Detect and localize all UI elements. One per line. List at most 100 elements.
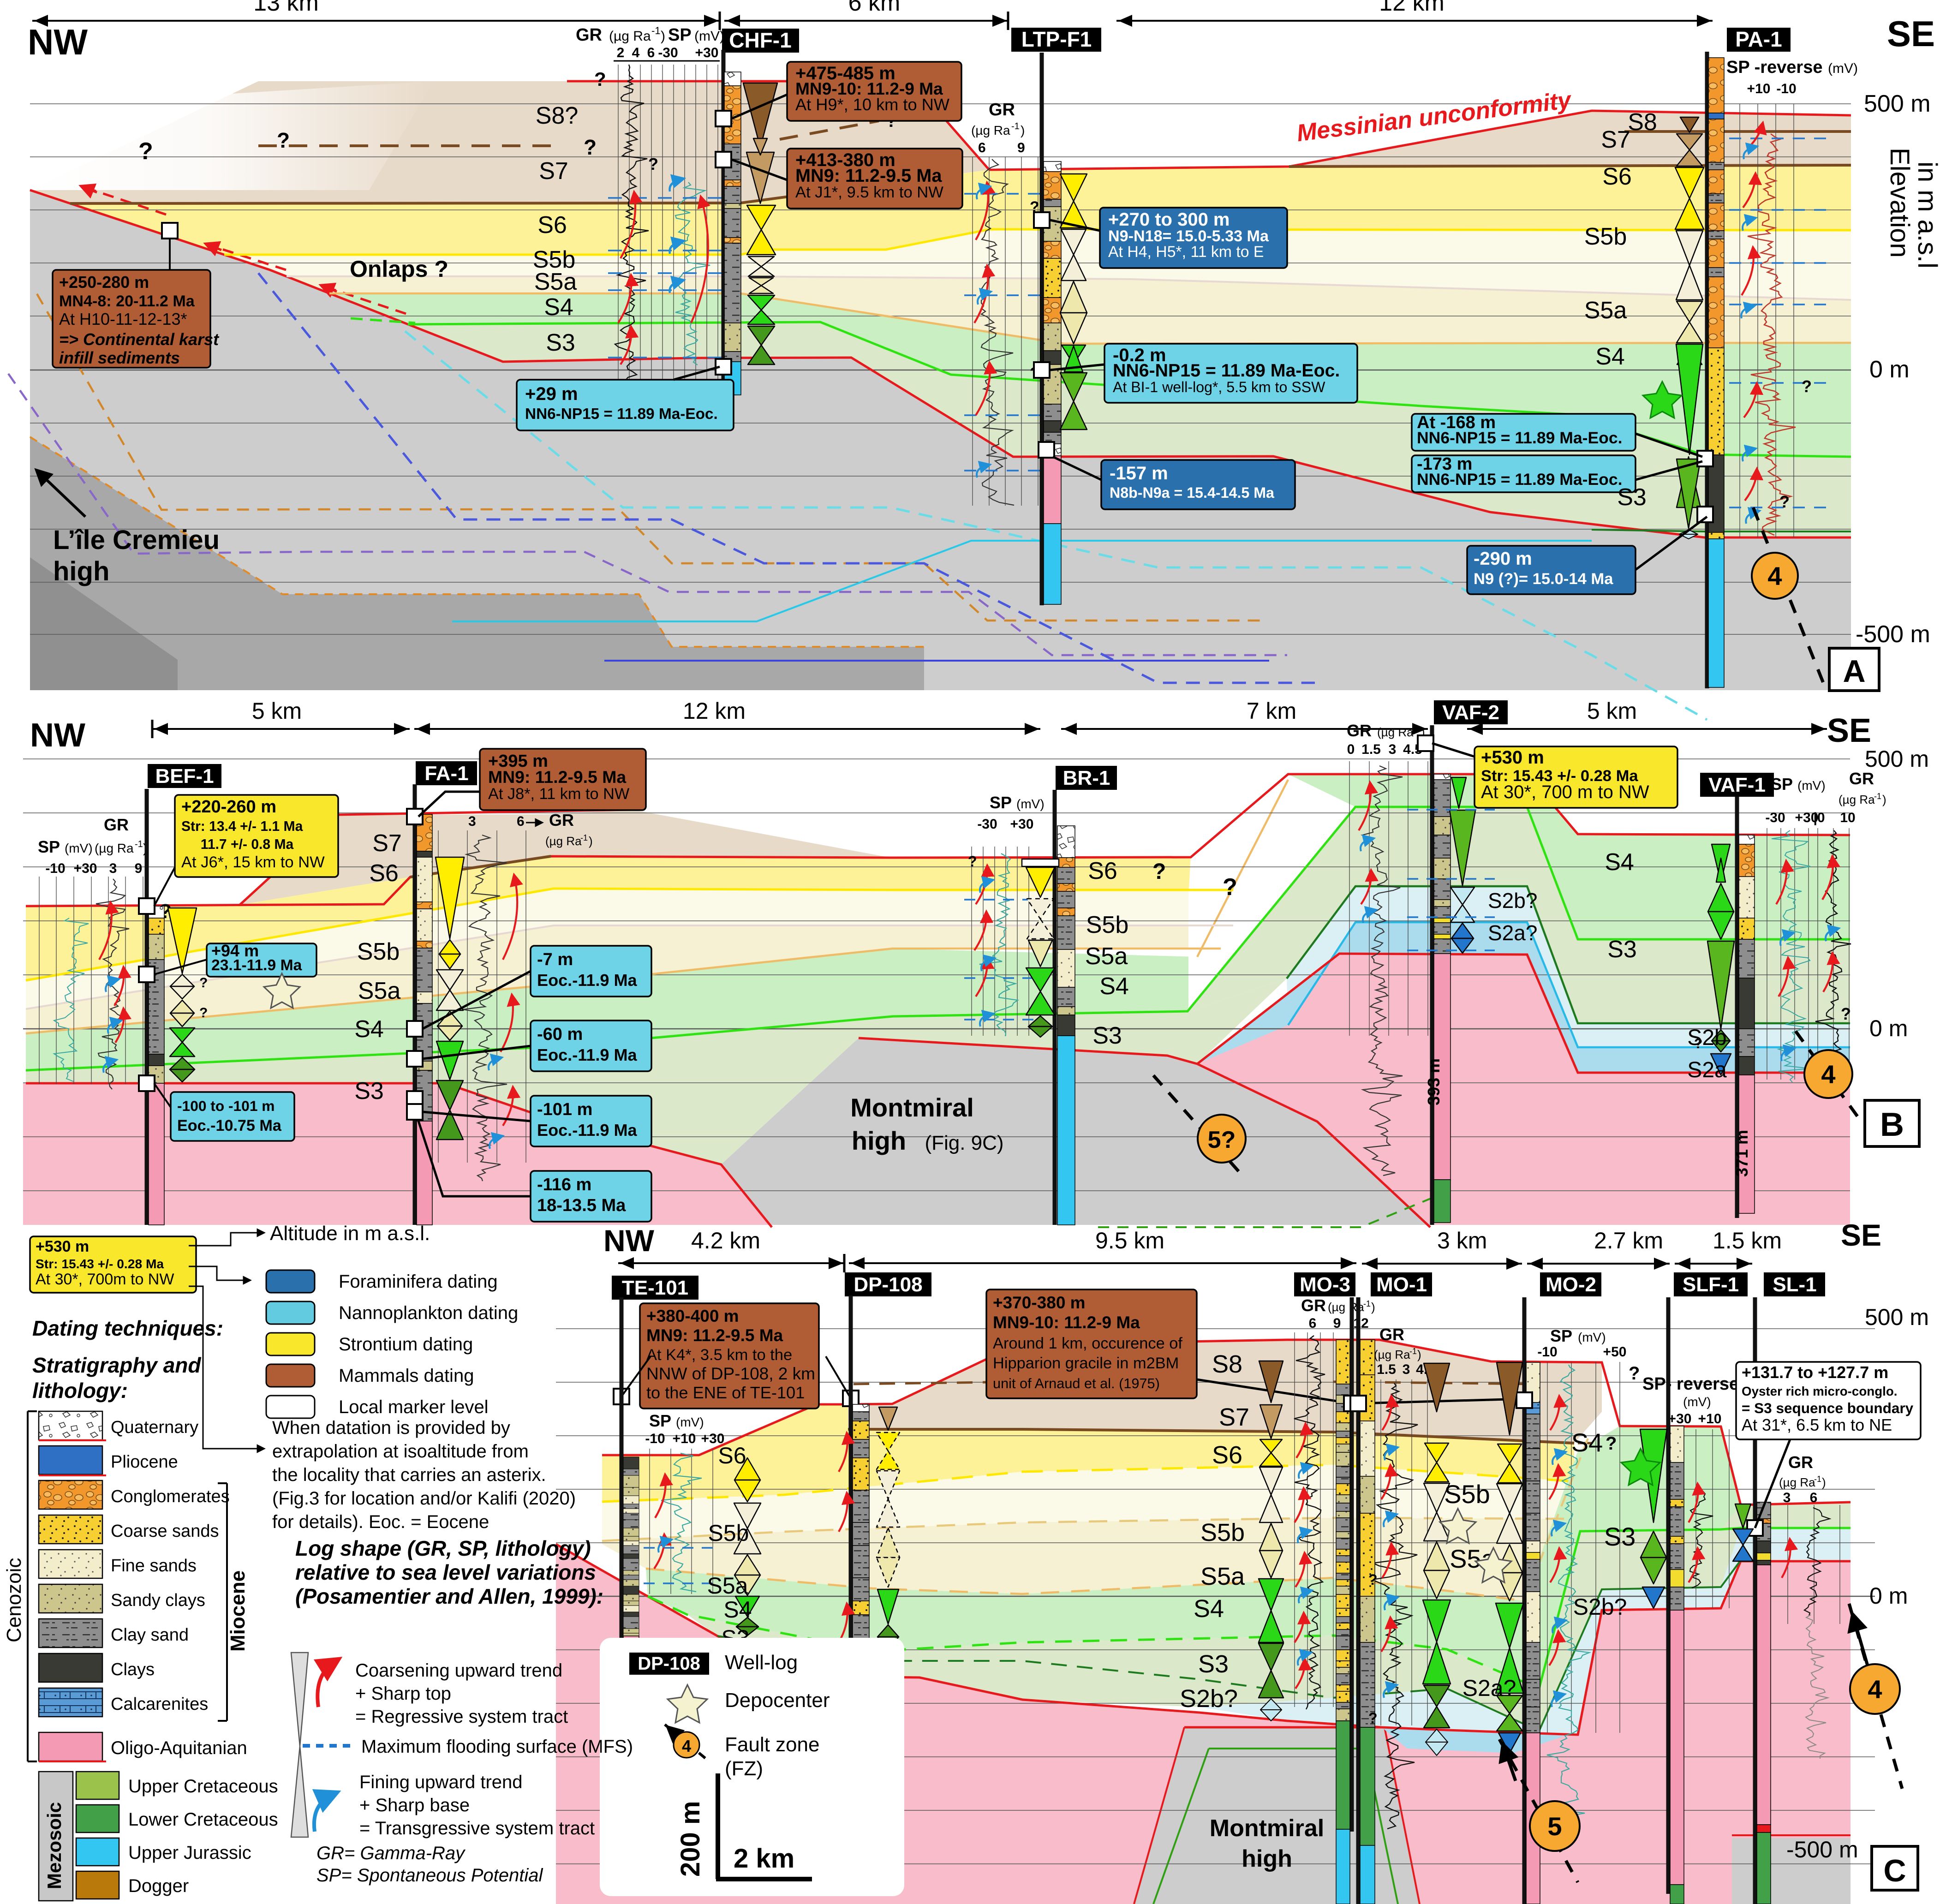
svg-text:Conglomerates: Conglomerates xyxy=(111,1487,230,1506)
svg-text:): ) xyxy=(589,834,593,848)
svg-text:S4: S4 xyxy=(1571,1428,1603,1457)
svg-text:S8: S8 xyxy=(1628,109,1657,136)
svg-text:= S3 sequence boundary: = S3 sequence boundary xyxy=(1742,1400,1914,1416)
svg-text:Well-log: Well-log xyxy=(725,1651,798,1674)
svg-text:S5b: S5b xyxy=(1444,1480,1490,1509)
svg-text:0 m: 0 m xyxy=(1869,1583,1908,1609)
svg-text:S4: S4 xyxy=(1595,343,1625,370)
svg-text:Altitude in m a.s.l.: Altitude in m a.s.l. xyxy=(270,1222,430,1245)
svg-text:S8?: S8? xyxy=(536,102,579,129)
svg-text:Dogger: Dogger xyxy=(128,1876,189,1896)
svg-text:2 km: 2 km xyxy=(734,1844,794,1874)
svg-text:B: B xyxy=(1880,1106,1904,1143)
svg-text:in m a.s.l: in m a.s.l xyxy=(1912,161,1940,269)
svg-text:MO-2: MO-2 xyxy=(1546,1273,1596,1296)
svg-text:= Regressive system tract: = Regressive system tract xyxy=(355,1707,568,1727)
svg-text:GR: GR xyxy=(1849,769,1874,788)
svg-text:At J6*, 15 km to NW: At J6*, 15 km to NW xyxy=(181,854,325,871)
svg-text:200 m: 200 m xyxy=(675,1801,705,1877)
svg-text:(mV): (mV) xyxy=(1578,1330,1606,1344)
svg-text:(mV): (mV) xyxy=(65,841,93,855)
svg-text:3: 3 xyxy=(1389,742,1397,757)
svg-text:high: high xyxy=(852,1126,906,1155)
svg-text:): ) xyxy=(1822,1475,1826,1489)
svg-text:Fault zone: Fault zone xyxy=(725,1733,819,1756)
svg-text:SP: SP xyxy=(38,837,60,856)
svg-text:NW: NW xyxy=(603,1224,655,1258)
svg-text:When datation is provided by: When datation is provided by xyxy=(272,1418,510,1438)
svg-text:PA-1: PA-1 xyxy=(1735,27,1782,51)
svg-text:Stratigraphy and: Stratigraphy and xyxy=(32,1353,201,1377)
svg-text:(mV): (mV) xyxy=(694,29,724,44)
svg-text:12: 12 xyxy=(1353,1316,1368,1331)
svg-text:(µg Ra: (µg Ra xyxy=(1839,793,1875,806)
svg-text:(FZ): (FZ) xyxy=(725,1757,763,1780)
svg-text:Fining upward trend: Fining upward trend xyxy=(359,1772,523,1792)
svg-text:-30: -30 xyxy=(658,45,678,60)
svg-text:393 m: 393 m xyxy=(1424,1058,1443,1105)
svg-text:At J1*, 9.5 km to NW: At J1*, 9.5 km to NW xyxy=(795,184,943,201)
svg-text:to the ENE of TE-101: to the ENE of TE-101 xyxy=(646,1383,805,1402)
svg-text:= Transgressive system tract: = Transgressive system tract xyxy=(359,1818,595,1838)
svg-text:N9 (?)= 15.0-14 Ma: N9 (?)= 15.0-14 Ma xyxy=(1474,570,1613,588)
svg-text:S3: S3 xyxy=(1617,484,1647,511)
svg-text:3: 3 xyxy=(1783,1490,1791,1505)
svg-text:(µg Ra: (µg Ra xyxy=(1779,1475,1815,1489)
svg-text:S5a: S5a xyxy=(534,269,577,295)
svg-text:S6: S6 xyxy=(1602,163,1632,190)
svg-text:): ) xyxy=(1882,793,1886,806)
svg-text:SLF-1: SLF-1 xyxy=(1683,1273,1739,1296)
svg-text:Upper Jurassic: Upper Jurassic xyxy=(128,1843,251,1863)
svg-text:?: ? xyxy=(648,155,658,173)
svg-text:-1: -1 xyxy=(1874,792,1881,801)
svg-text:S6: S6 xyxy=(537,212,567,239)
svg-text:S5b: S5b xyxy=(708,1520,749,1546)
svg-text:SP= Spontaneous Potential: SP= Spontaneous Potential xyxy=(316,1865,543,1886)
svg-text:MN9: 11.2-9.5 Ma: MN9: 11.2-9.5 Ma xyxy=(646,1326,783,1345)
svg-text:At 30*, 700 m to NW: At 30*, 700 m to NW xyxy=(1481,782,1649,802)
svg-text:(µg Ra: (µg Ra xyxy=(1377,725,1414,739)
svg-text:): ) xyxy=(1421,725,1425,739)
svg-text:+413-380 m: +413-380 m xyxy=(795,150,895,170)
svg-text:S3: S3 xyxy=(1604,1522,1636,1551)
svg-text:4: 4 xyxy=(632,45,640,60)
svg-text:-1: -1 xyxy=(135,839,143,849)
svg-text:S7: S7 xyxy=(1601,126,1630,153)
svg-text:6 km: 6 km xyxy=(848,0,901,16)
svg-text:S2b?: S2b? xyxy=(1180,1685,1238,1713)
svg-text:?: ? xyxy=(1606,1433,1617,1454)
svg-text:3: 3 xyxy=(1403,1362,1410,1377)
svg-text:MN9-10: 11.2-9 Ma: MN9-10: 11.2-9 Ma xyxy=(993,1313,1140,1332)
svg-text:Clays: Clays xyxy=(111,1660,155,1679)
svg-text:4: 4 xyxy=(1868,1675,1882,1704)
svg-text:1.5 km: 1.5 km xyxy=(1713,1228,1782,1253)
svg-text:S5a: S5a xyxy=(1200,1563,1245,1590)
svg-text:L’île Cremieu: L’île Cremieu xyxy=(53,525,220,555)
svg-text:Str: 15.43 +/- 0.28 Ma: Str: 15.43 +/- 0.28 Ma xyxy=(1481,767,1638,785)
svg-text:+10: +10 xyxy=(1698,1411,1722,1427)
svg-text:|0: |0 xyxy=(1813,810,1825,825)
svg-text:S3: S3 xyxy=(546,329,575,356)
svg-text:-1: -1 xyxy=(1363,1299,1371,1308)
svg-text:GR: GR xyxy=(104,815,129,834)
svg-text:SP -reverse: SP -reverse xyxy=(1726,58,1822,77)
svg-text:At K4*, 3.5 km to the: At K4*, 3.5 km to the xyxy=(646,1346,792,1364)
svg-text:Local marker level: Local marker level xyxy=(339,1397,489,1417)
svg-text:?: ? xyxy=(1368,1710,1378,1726)
svg-text:S4: S4 xyxy=(723,1597,752,1623)
svg-text:S5a: S5a xyxy=(1085,943,1128,970)
svg-text:S5a: S5a xyxy=(1584,297,1627,324)
svg-text:500 m: 500 m xyxy=(1865,746,1929,772)
svg-text:(mV): (mV) xyxy=(676,1415,704,1429)
svg-text:Elevation: Elevation xyxy=(1885,148,1915,258)
svg-text:MO-3: MO-3 xyxy=(1300,1273,1350,1296)
svg-text:S8: S8 xyxy=(1212,1350,1242,1378)
svg-text:SP: SP xyxy=(1550,1326,1572,1345)
svg-text:-10: -10 xyxy=(645,1431,665,1446)
svg-text:S4: S4 xyxy=(1605,849,1634,876)
svg-text:Cenozoic: Cenozoic xyxy=(3,1558,25,1642)
svg-text:SE: SE xyxy=(1887,13,1935,54)
svg-text:At H4, H5*, 11 km to E: At H4, H5*, 11 km to E xyxy=(1108,243,1264,261)
svg-text:-30: -30 xyxy=(977,817,997,832)
svg-text:): ) xyxy=(1417,1348,1421,1361)
